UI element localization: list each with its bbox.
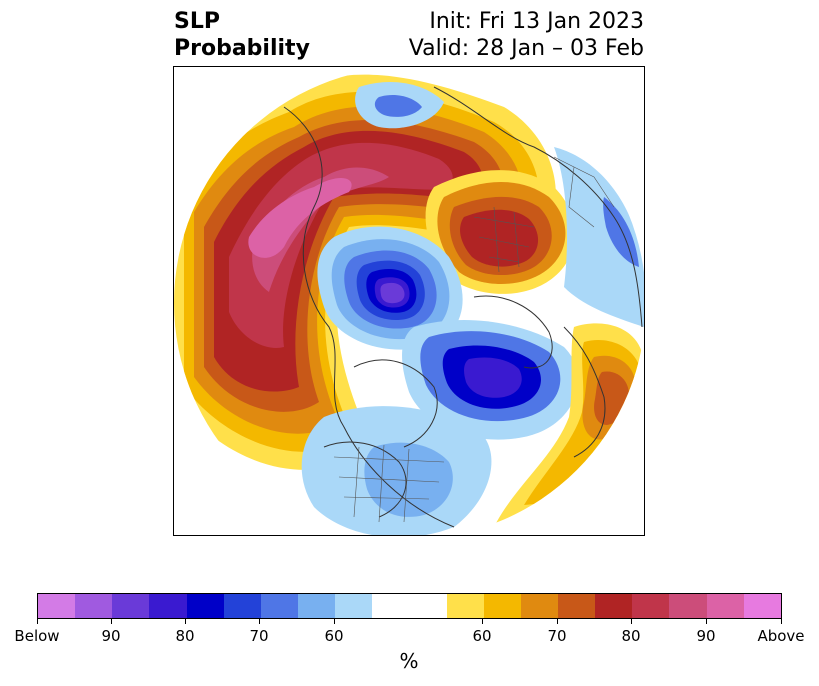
colorbar-tick-mark <box>781 619 782 624</box>
pacific-above-85 <box>229 142 453 348</box>
colorbar-tick-mark <box>557 619 558 624</box>
colorbar-tick-mark <box>37 619 38 624</box>
colorbar-segment <box>706 594 744 618</box>
eurasia-above-80 <box>460 209 539 267</box>
colorbar-segment <box>335 594 373 618</box>
colorbar-tick-label: Below <box>14 627 60 645</box>
colorbar-segment <box>260 594 298 618</box>
contour-fill <box>174 74 644 535</box>
colorbar-tick-mark <box>631 619 632 624</box>
colorbar-segment <box>38 594 76 618</box>
colorbar-tick-label: 80 <box>175 627 195 645</box>
colorbar-tick-label: 60 <box>472 627 492 645</box>
init-date: Init: Fri 13 Jan 2023 <box>429 9 644 34</box>
title-line-1: SLP <box>174 9 220 34</box>
colorbar-segment <box>557 594 596 618</box>
colorbar-tick-label: Above <box>757 627 805 645</box>
colorbar-tick-mark <box>334 619 335 624</box>
arctic-below-90 <box>380 282 405 304</box>
colorbar-segment <box>186 594 224 618</box>
atlantic-below-85 <box>464 357 522 398</box>
colorbar-tick-mark <box>185 619 186 624</box>
colorbar-units: % <box>399 649 419 673</box>
atlantic-above-75 <box>594 371 629 425</box>
colorbar-segment <box>669 594 707 618</box>
colorbar-segment <box>223 594 261 618</box>
colorbar-tick-mark <box>111 619 112 624</box>
colorbar-tick-mark <box>482 619 483 624</box>
title-line-2: Probability <box>174 36 310 61</box>
date-info: Init: Fri 13 Jan 2023 Valid: 28 Jan – 03… <box>409 8 644 62</box>
colorbar-segment <box>632 594 670 618</box>
coastlines <box>283 86 643 528</box>
top-below-70 <box>374 95 422 117</box>
colorbar-segment <box>595 594 633 618</box>
colorbar-segment <box>483 594 521 618</box>
colorbar-tick-mark <box>259 619 260 624</box>
colorbar-tick-label: 80 <box>621 627 641 645</box>
colorbar-segment <box>297 594 336 618</box>
colorbar-segment <box>372 594 410 618</box>
colorbar-tick-label: 60 <box>324 627 344 645</box>
valid-date: Valid: 28 Jan – 03 Feb <box>408 36 644 61</box>
colorbar-tick-mark <box>706 619 707 624</box>
colorbar-segment <box>520 594 558 618</box>
pacific-above-95 <box>248 177 352 258</box>
borders <box>333 156 615 523</box>
colorbar <box>37 593 782 619</box>
map-canvas <box>174 74 644 535</box>
colorbar-segment <box>149 594 187 618</box>
colorbar-tick-label: 90 <box>696 627 716 645</box>
colorbar-segment <box>446 594 484 618</box>
colorbar-segment <box>743 594 781 618</box>
colorbar-tick-label: 70 <box>249 627 269 645</box>
map-title: SLP Probability <box>174 8 310 62</box>
east-below-60 <box>554 147 644 327</box>
colorbar-segment <box>75 594 113 618</box>
colorbar-tick-label: 70 <box>547 627 567 645</box>
probability-map <box>173 66 645 536</box>
colorbar-tick-label: 90 <box>101 627 121 645</box>
colorbar-segment <box>409 594 447 618</box>
colorbar-segment <box>112 594 150 618</box>
